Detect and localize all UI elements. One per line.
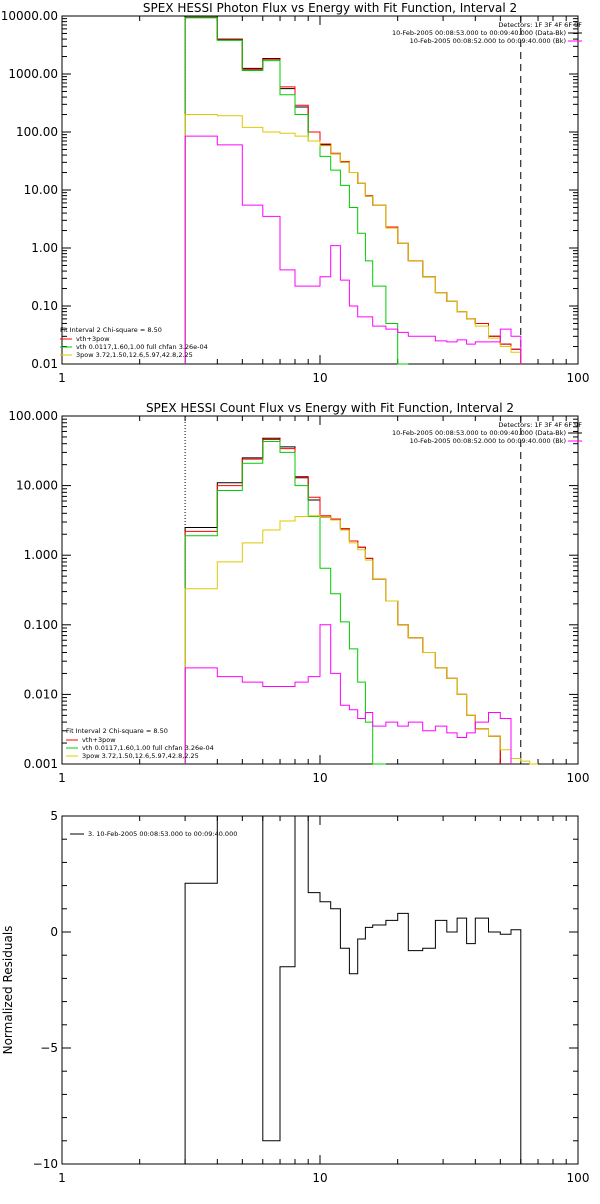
count-x-tick-label: 1 xyxy=(58,771,66,785)
count-legend-bk: 10-Feb-2005 00:08:52.000 to 00:09:40.000… xyxy=(410,437,566,445)
count-series-bk xyxy=(184,624,512,764)
count-series-vth xyxy=(184,441,386,765)
photon-legend-vth: vth 0.0117,1.60,1.00 full chfan 3.26e-04 xyxy=(76,343,208,351)
count-x-tick-label: 10 xyxy=(312,771,327,785)
count-fit-header: Fit Interval 2 Chi-square = 8.50 xyxy=(66,727,168,735)
photon-legend-data-bk: 10-Feb-2005 00:08:53.000 to 00:09:40.000… xyxy=(392,29,566,37)
count-legend-bottom: Fit Interval 2 Chi-square = 8.50 vth+3po… xyxy=(66,727,214,760)
residuals-plot-frame xyxy=(61,815,579,1165)
photon-y-tick-label: 10.00 xyxy=(24,183,58,197)
photon-legend-bk: 10-Feb-2005 00:08:52.000 to 00:09:40.000… xyxy=(410,37,566,45)
count-series-3pow xyxy=(184,515,538,765)
photon-axis-ticks: 1 10 100 0.01 0.10 1.00 10.00 100.00 1000.00 1000… xyxy=(1,9,590,385)
count-legend-3pow: 3pow 3.72,1.50,12.6,5.97,42.8,2.25 xyxy=(82,752,199,760)
residuals-plot-area xyxy=(61,815,579,1165)
photon-legend-bottom: Fit Interval 2 Chi-square = 8.50 vth+3po… xyxy=(60,326,208,359)
count-y-tick-label: 0.001 xyxy=(24,757,58,771)
photon-plot-frame xyxy=(61,15,579,365)
photon-y-tick-label: 1000.00 xyxy=(8,67,58,81)
photon-y-tick-label: 1.00 xyxy=(31,241,58,255)
photon-y-tick-label: 0.01 xyxy=(31,357,58,371)
residuals-panel: Normalized Residuals 1 10 100 −10 −5 0 5 3. 10… xyxy=(1,809,589,1185)
residuals-x-tick-label: 10 xyxy=(312,1171,327,1185)
count-x-tick-label: 100 xyxy=(567,771,590,785)
photon-fit-header: Fit Interval 2 Chi-square = 8.50 xyxy=(60,326,162,334)
residuals-legend: 3. 10-Feb-2005 00:08:53.000 to 00:09:40.… xyxy=(70,830,237,838)
photon-series-vth xyxy=(184,17,409,365)
residuals-y-tick-label: 5 xyxy=(50,809,58,823)
photon-plot-area xyxy=(61,15,579,365)
count-chart-title: SPEX HESSI Count Flux vs Energy with Fit… xyxy=(146,401,514,415)
photon-legend-3pow: 3pow 3.72,1.50,12.6,5.97,42.8,2.25 xyxy=(76,351,193,359)
count-y-tick-label: 0.010 xyxy=(24,687,58,701)
count-legend-fit: vth+3pow xyxy=(82,736,116,744)
residuals-axis-ticks: 1 10 100 −10 −5 0 5 xyxy=(33,809,590,1185)
photon-y-tick-label: 0.10 xyxy=(31,299,58,313)
count-axis-ticks: 1 10 100 0.001 0.010 0.100 1.000 10.000 100.000 xyxy=(8,409,589,785)
photon-series-bk xyxy=(184,135,522,364)
photon-flux-panel: SPEX HESSI Photon Flux vs Energy with Fi… xyxy=(1,1,590,385)
count-y-tick-label: 0.100 xyxy=(24,618,58,632)
count-legend-data-bk: 10-Feb-2005 00:08:53.000 to 00:09:40.000… xyxy=(392,429,566,437)
count-y-tick-label: 10.000 xyxy=(16,479,58,493)
residuals-x-tick-label: 100 xyxy=(567,1171,590,1185)
count-legend-header: Detectors: 1F 3F 4F 6F 9F xyxy=(498,421,582,429)
photon-legend-header: Detectors: 1F 3F 4F 6F 9F xyxy=(498,21,582,29)
residuals-legend-label: 3. 10-Feb-2005 00:08:53.000 to 00:09:40.… xyxy=(88,830,237,838)
photon-x-tick-label: 100 xyxy=(567,371,590,385)
residuals-y-tick-label: 0 xyxy=(50,925,58,939)
photon-series-data-bk xyxy=(184,16,522,364)
photon-x-tick-label: 10 xyxy=(312,371,327,385)
photon-series-vth-3pow xyxy=(184,17,522,364)
photon-legend-top: Detectors: 1F 3F 4F 6F 9F 10-Feb-2005 00… xyxy=(392,21,582,45)
count-y-tick-label: 100.000 xyxy=(8,409,58,423)
count-flux-panel: SPEX HESSI Count Flux vs Energy with Fit… xyxy=(8,401,589,785)
photon-y-tick-label: 10000.00 xyxy=(1,9,58,23)
residuals-y-tick-label: −10 xyxy=(33,1157,58,1171)
residuals-x-tick-label: 1 xyxy=(58,1171,66,1185)
count-y-tick-label: 1.000 xyxy=(24,548,58,562)
photon-legend-fit: vth+3pow xyxy=(76,335,110,343)
photon-series-3pow xyxy=(184,114,522,364)
count-legend-top: Detectors: 1F 3F 4F 6F 9F 10-Feb-2005 00… xyxy=(392,421,582,445)
photon-chart-title: SPEX HESSI Photon Flux vs Energy with Fi… xyxy=(143,1,517,15)
photon-x-tick-label: 1 xyxy=(58,371,66,385)
count-plot-frame xyxy=(61,415,579,765)
residuals-y-axis-label: Normalized Residuals xyxy=(1,926,15,1055)
residuals-series-series xyxy=(184,815,522,1164)
count-series-data-bk xyxy=(184,437,501,764)
residuals-y-tick-label: −5 xyxy=(40,1041,58,1055)
count-plot-area xyxy=(61,415,579,765)
count-series-vth-3pow xyxy=(184,439,501,764)
count-legend-vth: vth 0.0117,1.60,1.00 full chfan 3.26e-04 xyxy=(82,744,214,752)
photon-y-tick-label: 100.00 xyxy=(16,125,58,139)
